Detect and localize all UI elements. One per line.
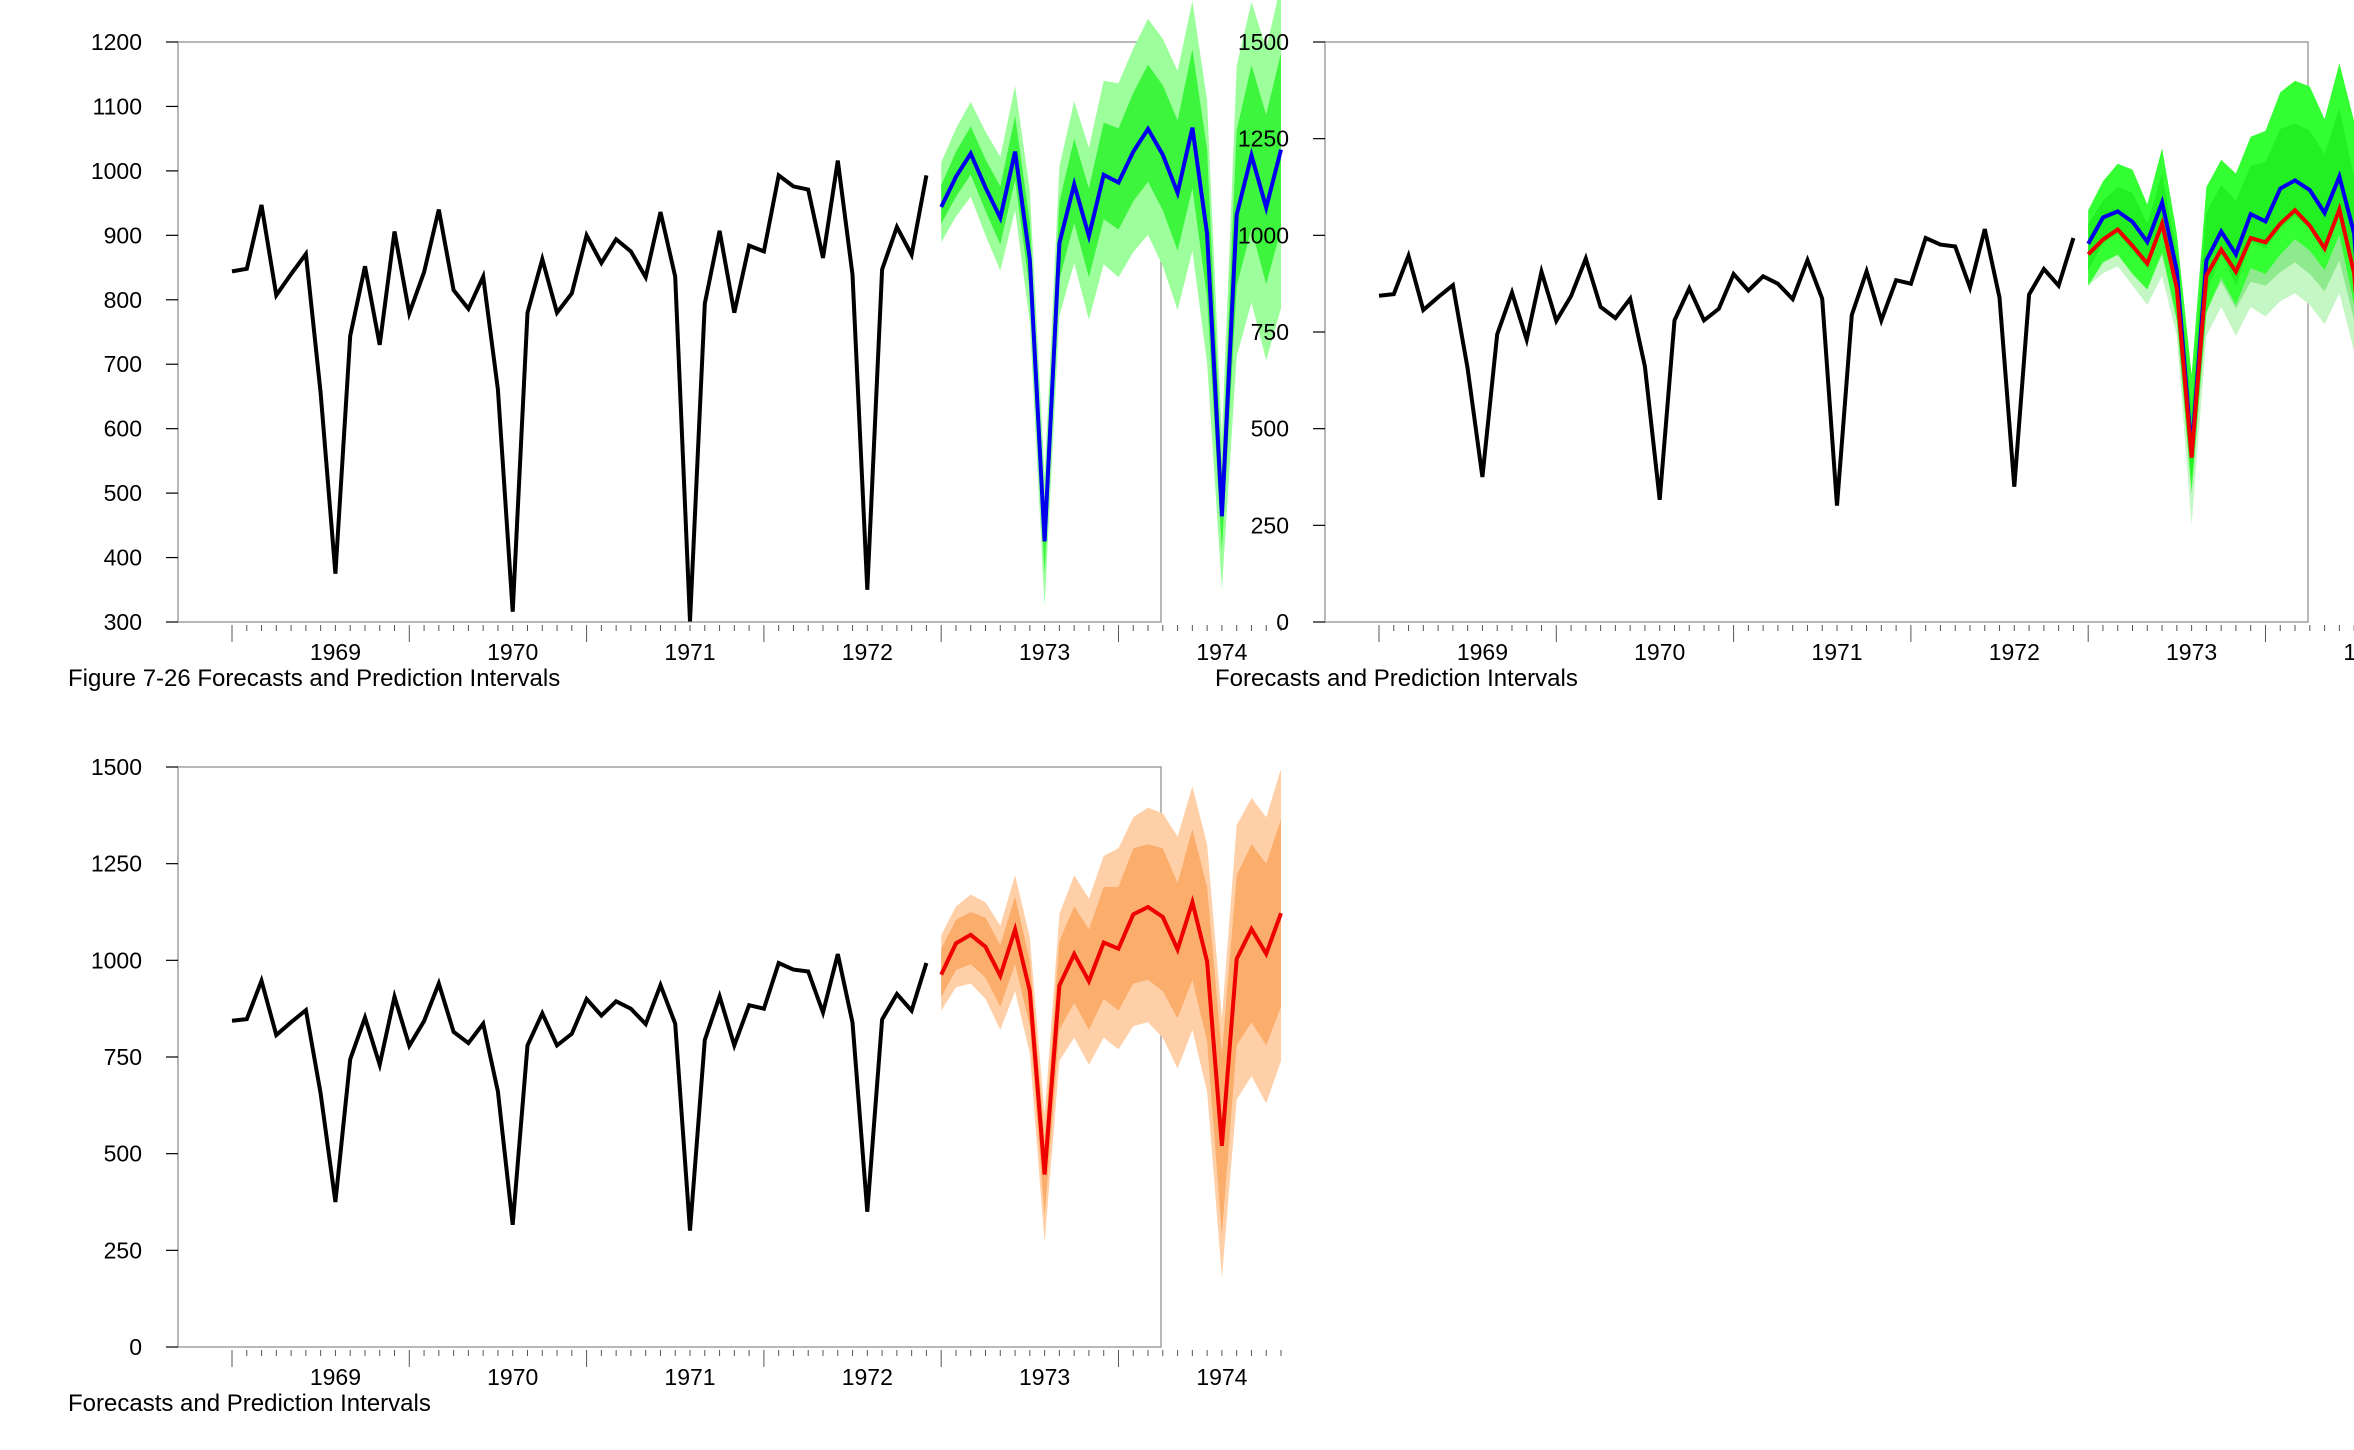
y-tick-label: 300 — [104, 609, 142, 635]
forecast-line — [939, 125, 1283, 542]
chart-caption: Figure 7-26 Forecasts and Prediction Int… — [68, 665, 560, 692]
y-tick-label: 700 — [104, 351, 142, 377]
y-tick-label: 1200 — [91, 29, 142, 55]
y-tick-label: 250 — [1251, 512, 1289, 538]
x-tick-label: 1974 — [1196, 1364, 1247, 1390]
y-tick-label: 1250 — [1238, 126, 1289, 152]
x-tick-label: 1969 — [310, 1364, 361, 1390]
y-tick-label: 0 — [129, 1334, 142, 1360]
x-tick-label: 1970 — [1634, 639, 1685, 665]
red-forecast-line — [2086, 202, 2354, 458]
x-tick-label: 1973 — [2166, 639, 2217, 665]
x-tick-label: 1971 — [664, 639, 715, 665]
x-tick-label: 1971 — [664, 1364, 715, 1390]
x-tick-label: 1969 — [310, 639, 361, 665]
y-tick-label: 500 — [104, 480, 142, 506]
chart-panel-top-left: 300 400 500 600 700 800 900 1000 1100 1200 1969 19… — [68, 0, 1283, 692]
chart-panel-top-right: 0 250 500 750 1000 1250 1500 1969 1970 1971 1972 1… — [1215, 29, 2354, 692]
y-tick-label: 1500 — [91, 754, 142, 780]
blue-forecast-line — [2086, 170, 2354, 453]
y-tick-label: 800 — [104, 287, 142, 313]
x-tick-label: 1972 — [842, 639, 893, 665]
history-series-line — [1378, 228, 2076, 506]
y-tick-label: 900 — [104, 222, 142, 248]
x-tick-label: 1970 — [487, 639, 538, 665]
y-tick-label: 1500 — [1238, 29, 1289, 55]
x-tick-label: 1970 — [487, 1364, 538, 1390]
y-tick-label: 500 — [1251, 416, 1289, 442]
y-tick-label: 1250 — [91, 851, 142, 877]
y-tick-label: 250 — [104, 1237, 142, 1263]
y-tick-label: 1000 — [91, 947, 142, 973]
y-tick-label: 600 — [104, 416, 142, 442]
chart-panel-bottom-left: 0 250 500 750 1000 1250 1500 1969 1970 1971 1972 1… — [68, 754, 1283, 1417]
y-tick-label: 1000 — [1238, 222, 1289, 248]
chart-caption: Forecasts and Prediction Intervals — [68, 1390, 431, 1417]
x-tick-label: 1972 — [1989, 639, 2040, 665]
plot-frame — [177, 41, 1162, 623]
y-tick-label: 750 — [104, 1044, 142, 1070]
x-tick-label: 1974 — [2343, 639, 2354, 665]
y-tick-label: 400 — [104, 545, 142, 571]
forecast-line — [939, 894, 1283, 1175]
x-tick-label: 1973 — [1019, 639, 1070, 665]
blue-forecast-inner-band — [2088, 107, 2354, 479]
x-tick-label: 1974 — [1196, 639, 1247, 665]
chart-caption: Forecasts and Prediction Intervals — [1215, 665, 1578, 692]
y-tick-label: 0 — [1276, 609, 1289, 635]
prediction-interval-inner-band — [941, 49, 1281, 574]
x-tick-label: 1973 — [1019, 1364, 1070, 1390]
history-series-line — [231, 953, 929, 1231]
x-tick-label: 1972 — [842, 1364, 893, 1390]
y-tick-label: 500 — [104, 1141, 142, 1167]
y-tick-label: 1000 — [91, 158, 142, 184]
y-tick-label: 1100 — [93, 93, 142, 119]
x-tick-label: 1969 — [1457, 639, 1508, 665]
x-tick-label: 1971 — [1811, 639, 1862, 665]
y-tick-label: 750 — [1251, 319, 1289, 345]
history-series-line — [231, 160, 929, 622]
